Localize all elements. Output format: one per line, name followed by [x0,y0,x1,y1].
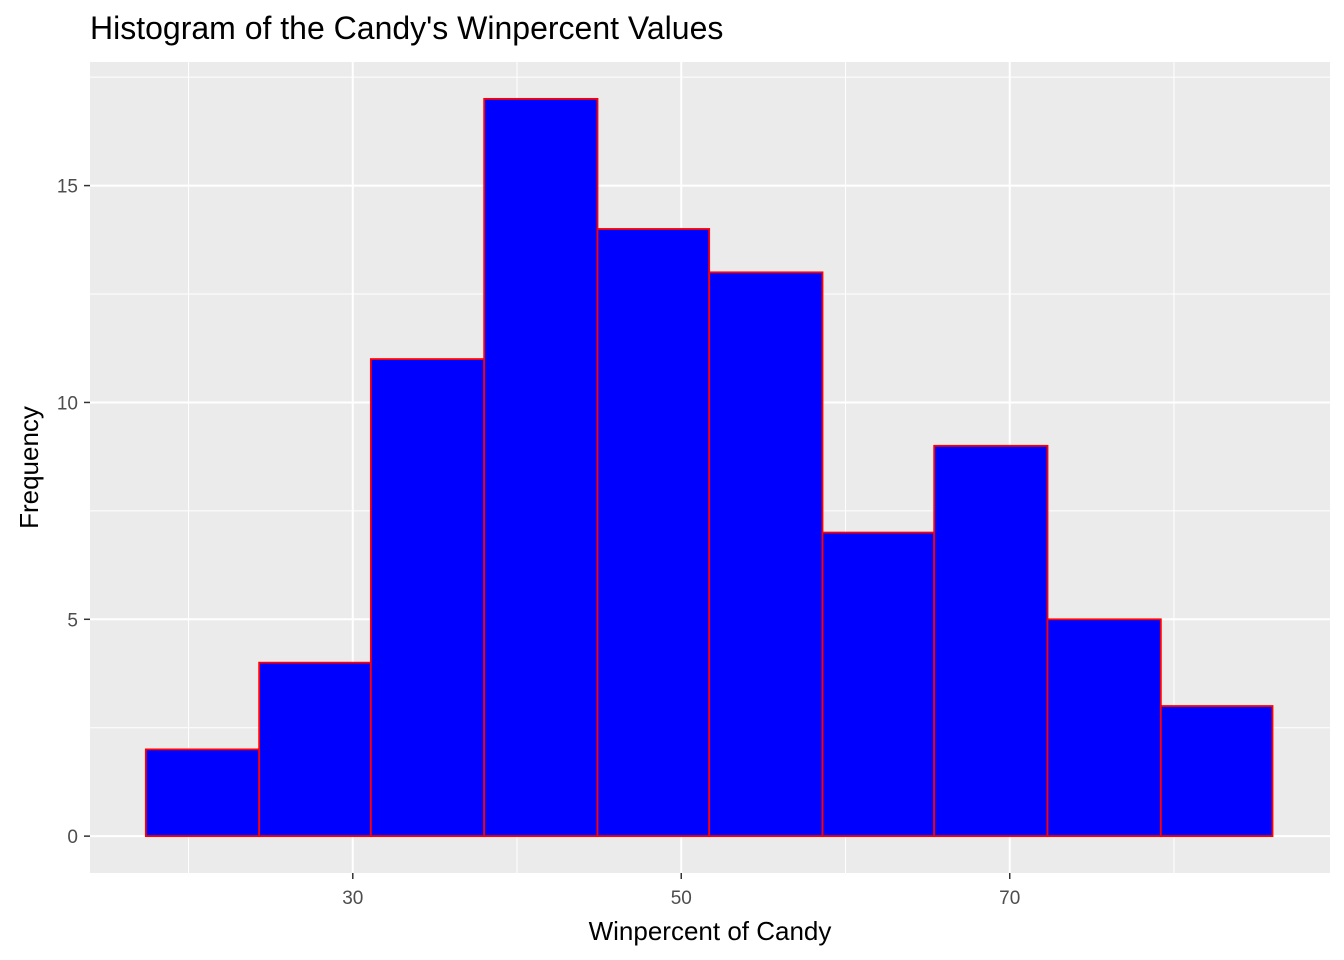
histogram-bar [596,228,711,838]
histogram-bars [144,97,1274,838]
histogram-bar [1159,705,1274,838]
histogram-bar [258,661,372,838]
chart-title: Histogram of the Candy's Winpercent Valu… [90,10,724,46]
histogram-bar [708,271,824,838]
x-tick-label: 70 [999,888,1020,909]
histogram-bar [144,748,261,838]
y-axis-title: Frequency [14,406,44,529]
y-tick-label: 0 [67,827,78,848]
x-tick-label: 30 [342,888,363,909]
x-tick-label: 50 [671,888,692,909]
histogram-bar [933,444,1049,838]
histogram-bar [369,358,486,838]
y-tick-label: 10 [57,393,78,414]
histogram-bar [483,97,599,838]
y-tick-label: 5 [67,610,78,631]
y-tick-label: 15 [57,177,78,198]
histogram-bar [821,531,936,838]
x-axis-title: Winpercent of Candy [589,916,832,946]
histogram-bar [1046,618,1162,838]
axis-tick-labels: 30 50 70 0 5 10 15 [57,177,1020,909]
axis-ticks [84,184,1011,879]
